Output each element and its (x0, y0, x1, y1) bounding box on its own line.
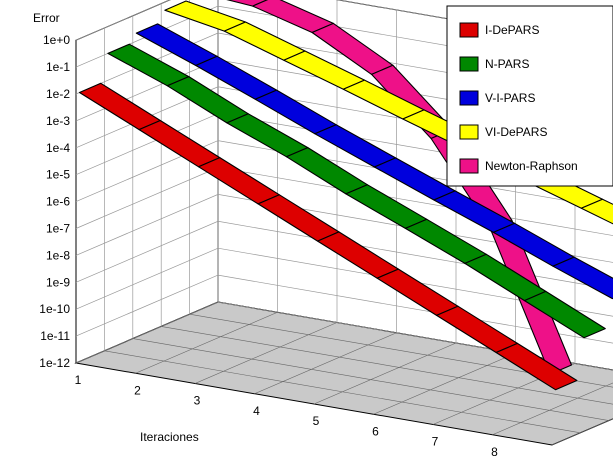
y-axis-label: Error (33, 11, 60, 25)
legend-label: VI-DePARS (485, 125, 547, 139)
legend-label: N-PARS (485, 57, 529, 71)
floor-gridline (551, 418, 613, 446)
x-tick-label: 4 (253, 404, 260, 418)
series-ribbon-v-i-pars (135, 23, 613, 300)
y-tick-label: 1e-7 (46, 222, 70, 236)
series-ribbon-n-pars (107, 43, 606, 339)
y-tick-label: 1e-12 (39, 356, 70, 370)
legend-label: Newton-Raphson (485, 159, 578, 173)
floor-gridline (254, 332, 397, 395)
y-tick-label: 1e-4 (46, 141, 70, 155)
data-segment (552, 256, 613, 300)
x-tick-label: 7 (432, 435, 439, 449)
y-tick-label: 1e-9 (46, 275, 70, 289)
legend-swatch (459, 158, 479, 174)
x-tick-label: 1 (75, 373, 82, 387)
legend-swatch (459, 56, 479, 72)
x-tick-label: 3 (194, 394, 201, 408)
series-ribbon-i-depars (78, 82, 578, 391)
y-tick-label: 1e-10 (39, 302, 70, 316)
legend-label: V-I-PARS (485, 91, 535, 105)
legend-label: I-DePARS (485, 23, 539, 37)
y-tick-label: 1e-6 (46, 195, 70, 209)
data-segment (226, 0, 269, 7)
data-segment (580, 198, 613, 225)
x-tick-label: 6 (372, 424, 379, 438)
y-tick-label: 1e-2 (46, 87, 70, 101)
y-tick-label: 1e-11 (40, 329, 70, 343)
y-tick-label: 1e-8 (46, 248, 70, 262)
floor-gridline (373, 352, 516, 415)
floor-gridline (161, 326, 613, 405)
data-segment (523, 290, 606, 339)
y-axis-ticks: 1e+0 1e-1 1e-2 1e-3 1e-4 1e-5 1e-6 1e-7 1e-8 1e-9… (39, 33, 70, 370)
y-tick-label: 1e-3 (46, 114, 70, 128)
legend-swatch (459, 90, 479, 106)
y-tick-label: 1e+0 (43, 33, 70, 47)
floor-gridline (75, 301, 219, 364)
data-segment (495, 342, 578, 391)
legend: I-DePARS N-PARS V-I-PARS VI-DePARS Newton-Ra… (446, 5, 613, 187)
y-tick-label: 1e-1 (46, 60, 70, 74)
floor-gridline (492, 382, 613, 436)
floor-gridline (189, 313, 613, 388)
floor-gridline (132, 338, 609, 421)
floor-gridline (135, 311, 278, 374)
y-tick-label: 1e-5 (46, 168, 70, 182)
floor-gridline (313, 342, 457, 405)
legend-swatch (459, 124, 479, 140)
floor-gridline (104, 350, 581, 434)
x-axis-label: Iteraciones (140, 430, 199, 444)
x-tick-label: 5 (313, 414, 320, 428)
legend-swatch (459, 22, 479, 38)
x-tick-label: 8 (491, 445, 498, 456)
floor-gridline (194, 322, 338, 384)
x-tick-label: 2 (134, 383, 141, 397)
